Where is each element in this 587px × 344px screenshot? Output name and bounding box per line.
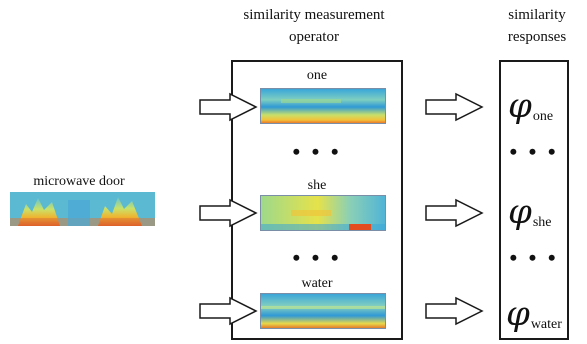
arrow-input-one bbox=[199, 92, 258, 122]
response-phi-one: φone bbox=[508, 86, 553, 126]
phi-subscript: water bbox=[530, 317, 562, 332]
operator-spectrogram-water bbox=[260, 293, 386, 329]
response-phi-water: φwater bbox=[506, 294, 562, 334]
operator-title-line1: similarity measurement bbox=[243, 7, 385, 23]
responses-ellipsis-bottom: • • • bbox=[509, 245, 559, 270]
operator-ellipsis-top: • • • bbox=[292, 139, 342, 164]
operator-title-line2: operator bbox=[289, 29, 339, 45]
operator-word-she: she bbox=[307, 178, 327, 193]
arrow-output-water bbox=[425, 296, 484, 326]
phi-subscript: one bbox=[532, 109, 554, 124]
operator-word-water: water bbox=[301, 276, 333, 291]
input-spectrogram bbox=[10, 192, 155, 226]
responses-title-line1: similarity bbox=[508, 7, 566, 23]
operator-word-one: one bbox=[306, 68, 328, 83]
arrow-input-she bbox=[199, 198, 258, 228]
responses-box bbox=[499, 60, 569, 340]
arrow-input-water bbox=[199, 296, 258, 326]
responses-ellipsis-top: • • • bbox=[509, 139, 559, 164]
operator-ellipsis-bottom: • • • bbox=[292, 245, 342, 270]
arrow-output-she bbox=[425, 198, 484, 228]
input-label: microwave door bbox=[33, 174, 125, 189]
responses-title-line2: responses bbox=[507, 29, 567, 45]
operator-spectrogram-she bbox=[260, 195, 386, 231]
phi-symbol: φ bbox=[508, 86, 532, 126]
response-phi-she: φshe bbox=[508, 192, 551, 232]
phi-subscript: she bbox=[532, 215, 552, 230]
phi-symbol: φ bbox=[508, 192, 532, 232]
phi-symbol: φ bbox=[506, 294, 530, 334]
arrow-output-one bbox=[425, 92, 484, 122]
operator-spectrogram-one bbox=[260, 88, 386, 124]
